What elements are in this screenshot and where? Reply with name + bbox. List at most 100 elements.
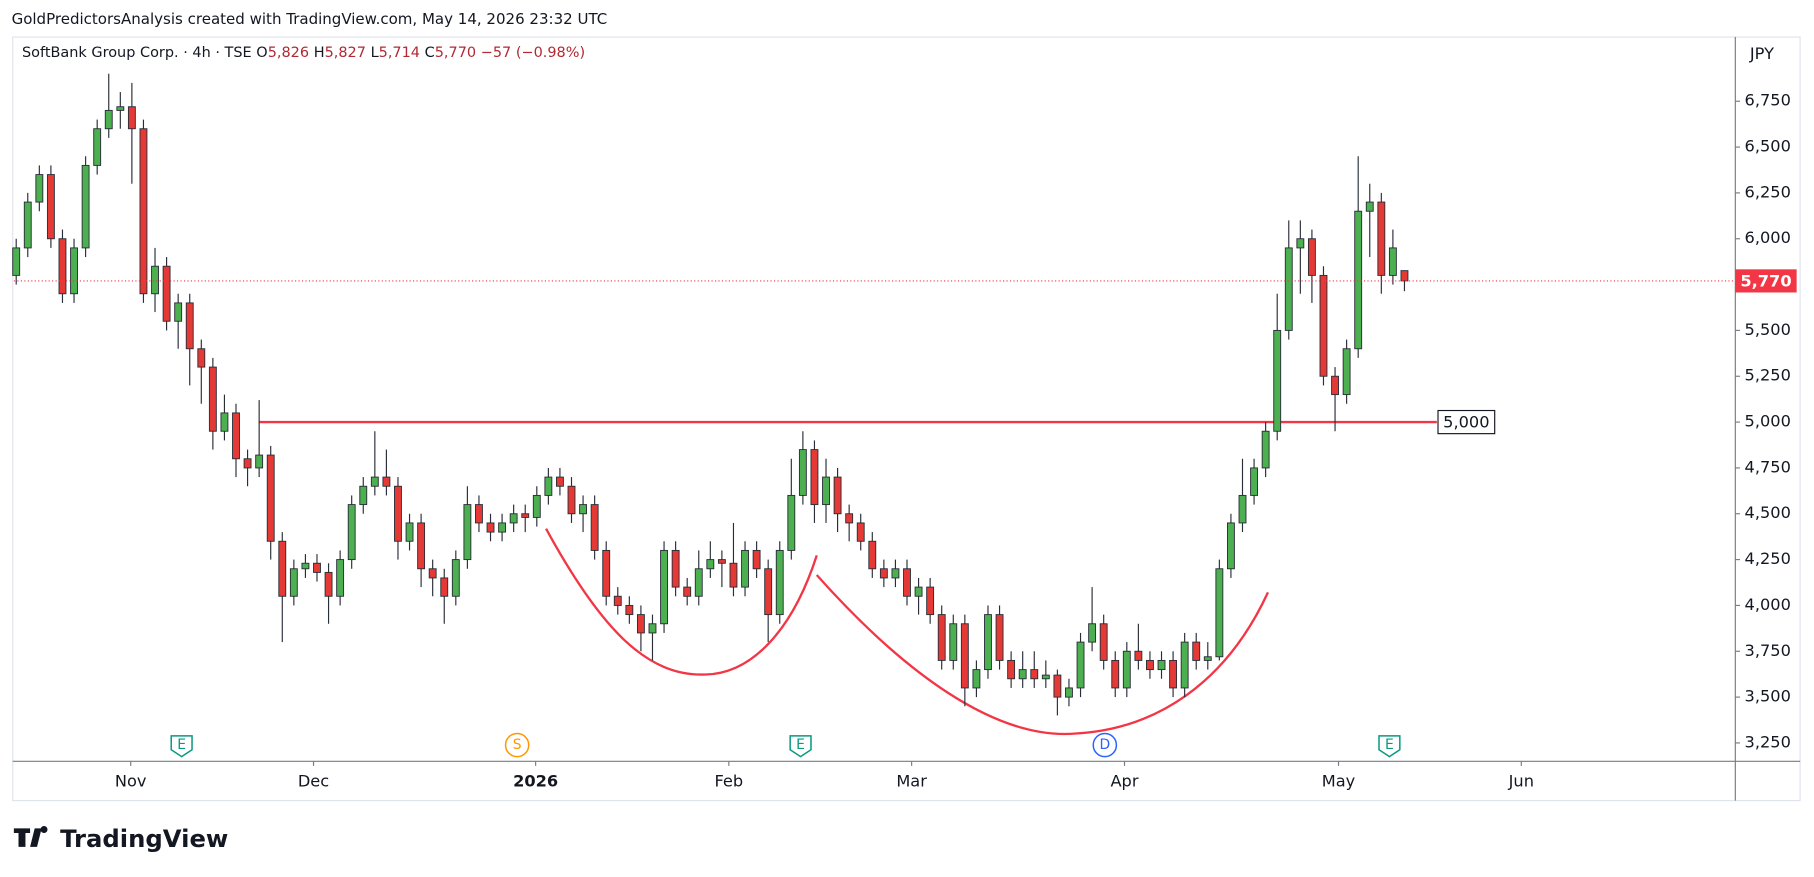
candle-body: [1180, 641, 1189, 689]
candle-body: [1400, 270, 1409, 282]
candle-body: [1331, 375, 1339, 396]
candle-body: [313, 562, 321, 573]
event-icon: [1378, 735, 1401, 758]
candle-body: [370, 476, 379, 487]
candle-body: [162, 265, 171, 322]
legend: SoftBank Group Corp. · 4h · TSE O5,826 H…: [22, 45, 585, 61]
brand: TradingView: [13, 824, 228, 853]
candle-body: [984, 614, 992, 671]
candle-body: [856, 522, 865, 542]
candle-body: [972, 669, 981, 689]
candle-body: [729, 562, 738, 588]
y-tick-label: 4,250: [1745, 549, 1791, 568]
y-tick-label: 4,750: [1745, 457, 1791, 476]
x-tick-label: Nov: [115, 772, 147, 791]
right-cup-curve: [815, 574, 1269, 736]
candle-body: [498, 522, 507, 533]
candle-body: [1088, 623, 1097, 643]
y-tick-label: 6,750: [1745, 91, 1791, 110]
candle-body: [301, 562, 310, 570]
candle-body: [845, 513, 854, 524]
candle-body: [347, 504, 356, 561]
candle-body: [1157, 659, 1166, 671]
candle-body: [336, 559, 345, 597]
candle-body: [671, 549, 680, 588]
candle-body: [1354, 210, 1363, 350]
candle-body: [1226, 522, 1235, 570]
candle-body: [787, 494, 796, 551]
candle-body: [1307, 238, 1316, 276]
candle-body: [891, 568, 900, 579]
candle-body: [70, 247, 78, 295]
candle-body: [255, 454, 264, 469]
x-tick-label: May: [1322, 772, 1356, 791]
brand-name: TradingView: [60, 824, 228, 853]
candle-body: [1122, 650, 1131, 689]
y-tick-label: 6,500: [1745, 137, 1791, 156]
candle-body: [1065, 687, 1073, 698]
candle-body: [1284, 247, 1293, 331]
y-tick-label: 3,750: [1745, 641, 1791, 660]
event-label: E: [1385, 737, 1394, 753]
candle-body: [937, 614, 946, 661]
candle-body: [1111, 659, 1120, 689]
candle-body: [879, 568, 888, 579]
candle-body: [208, 366, 217, 432]
candle-body: [185, 302, 194, 350]
candle-body: [174, 302, 183, 322]
y-tick-label: 4,000: [1745, 595, 1791, 614]
candle-body: [1018, 669, 1027, 680]
candle-body: [266, 454, 275, 542]
candle-body: [475, 504, 483, 524]
candle-body: [752, 549, 761, 570]
candles: [12, 73, 1409, 716]
candle-body: [1377, 201, 1386, 276]
candle-body: [463, 504, 472, 561]
chart-frame: [12, 36, 1801, 802]
x-tick-label: 2026: [513, 772, 558, 791]
attribution: GoldPredictorsAnalysis created with Trad…: [12, 10, 608, 28]
candle-body: [903, 568, 911, 597]
candle-body: [104, 109, 113, 130]
candle-body: [93, 128, 102, 166]
candle-body: [1134, 650, 1143, 661]
candle-body: [648, 623, 657, 634]
event-label: E: [177, 737, 186, 753]
candle-body: [1030, 669, 1039, 680]
candle-body: [1215, 568, 1224, 658]
candle-body: [1342, 348, 1351, 396]
candle-body: [694, 568, 703, 597]
candle-body: [775, 549, 784, 616]
candle-body: [810, 449, 819, 506]
y-tick-label: 6,000: [1745, 228, 1791, 247]
candle-body: [590, 504, 599, 551]
event-label: D: [1099, 737, 1110, 753]
y-tick-label: 5,250: [1745, 366, 1791, 385]
candle-body: [1296, 238, 1305, 249]
candle-body: [1365, 201, 1374, 212]
candle-body: [127, 106, 136, 130]
x-tick-label: Dec: [298, 772, 329, 791]
candle-body: [382, 476, 391, 487]
candle-body: [405, 522, 414, 542]
candle-body: [116, 106, 125, 111]
candle-body: [509, 513, 518, 524]
candle-body: [1007, 659, 1016, 680]
candle-body: [1192, 641, 1201, 661]
y-tick-label: 3,250: [1745, 732, 1791, 751]
candle-body: [394, 485, 402, 542]
candle-body: [822, 476, 830, 506]
candle-body: [289, 568, 298, 597]
candle-body: [683, 586, 692, 597]
y-tick-label: 5,500: [1745, 320, 1791, 339]
candle-body: [1076, 641, 1085, 689]
candle-body: [1250, 467, 1258, 496]
candle-body: [232, 412, 240, 460]
candle-body: [1261, 430, 1270, 469]
x-tick-label: Feb: [715, 772, 744, 791]
candle-body: [544, 476, 553, 496]
candle-body: [914, 586, 923, 597]
candle-body: [440, 577, 449, 597]
candle-body: [833, 476, 842, 515]
